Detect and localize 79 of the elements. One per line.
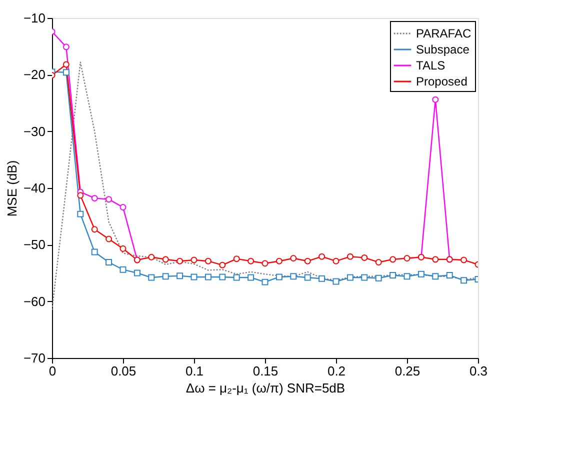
x-tick-label: 0 [48,364,56,378]
point [204,258,212,264]
x-tick-label: 0.1 [185,364,204,378]
point [190,274,198,280]
point [432,273,439,280]
point [134,270,140,276]
point [219,262,226,268]
x-tick-label: 0.05 [110,364,136,378]
point [361,254,368,261]
legend-label: Subspace [416,42,470,56]
point [77,192,84,199]
point [375,274,382,282]
y-tick-label: −20 [23,67,46,82]
point [418,270,424,278]
x-tick-label: 0.25 [394,364,420,378]
y-tick-label: −10 [23,10,46,26]
point [120,266,126,273]
point [346,274,354,281]
point [162,256,169,263]
point [276,258,282,264]
point [460,277,468,284]
y-axis-title: MSE (dB) [4,160,20,217]
point [304,258,311,264]
point [276,274,282,280]
point [432,96,439,103]
point [446,272,453,279]
y-tick-label: −50 [23,237,46,252]
point [432,256,439,263]
point [91,226,98,233]
point [248,258,254,264]
point [91,248,98,256]
point [148,254,155,260]
point [176,272,184,280]
point [375,259,382,266]
point [62,44,70,50]
point [248,274,254,281]
x-tick-label: 0.15 [252,364,278,378]
x-tick-label: 0.2 [327,364,346,378]
point [106,196,112,203]
point [332,258,340,264]
y-tick-label: −40 [23,180,46,196]
point [91,194,98,202]
point [346,253,354,260]
y-tick-label: −30 [23,124,46,139]
point [404,255,410,262]
point [390,272,396,279]
point [290,255,297,262]
point [390,256,396,263]
point [62,61,70,68]
y-tick-label: −60 [23,294,46,309]
legend-label: PARAFAC [416,26,472,40]
point [148,274,155,281]
point [318,253,326,260]
point [290,273,297,280]
legend-label: TALS [416,58,446,72]
point [460,256,468,264]
point [190,256,198,264]
point [304,274,311,281]
point [404,273,410,280]
point [162,273,169,280]
y-tick-label: −70 [23,350,46,366]
point [233,256,240,262]
point [262,278,268,286]
point [176,258,184,264]
x-axis-title: Δω = μ₂-μ₁ (ω/π) SNR=5dB [186,380,346,396]
point [318,275,326,282]
legend-label: Proposed [416,74,468,88]
point [120,245,126,252]
point [62,69,70,76]
point [106,258,112,266]
x-tick-label: 0.3 [469,364,488,378]
point [219,274,226,280]
point [204,274,212,280]
point [106,236,112,242]
point [233,274,240,281]
point [361,274,368,281]
point [120,204,126,210]
point [262,260,268,267]
point [77,210,84,218]
